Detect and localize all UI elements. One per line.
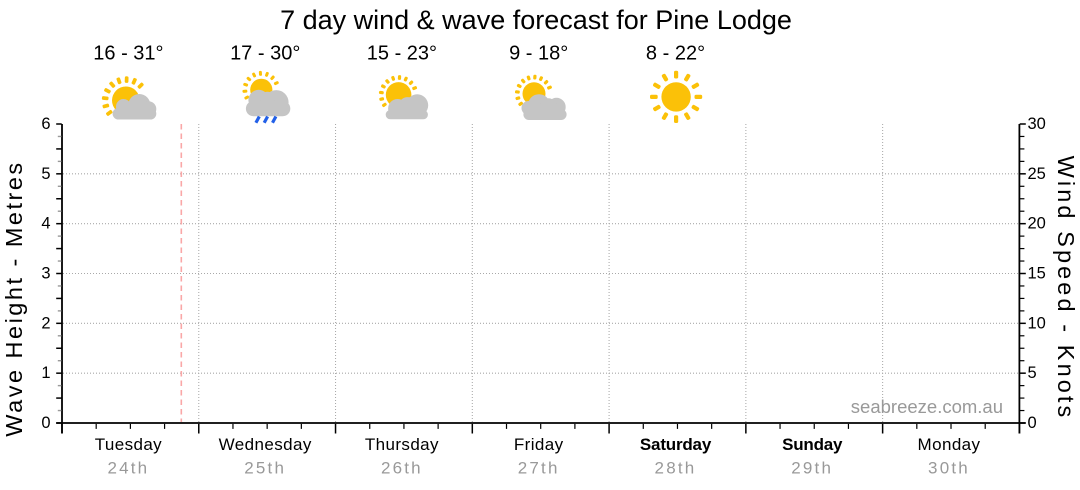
- svg-text:6: 6: [41, 115, 50, 133]
- svg-text:4: 4: [41, 215, 50, 233]
- svg-text:Sunday: Sunday: [782, 435, 843, 454]
- svg-text:30: 30: [1028, 115, 1046, 133]
- svg-text:24th: 24th: [107, 458, 149, 477]
- svg-text:15 - 23°: 15 - 23°: [367, 42, 437, 64]
- svg-text:Monday: Monday: [918, 435, 981, 454]
- svg-text:25: 25: [1028, 165, 1046, 183]
- svg-text:15: 15: [1028, 265, 1046, 283]
- svg-text:Wave Height - Metres: Wave Height - Metres: [1, 160, 27, 436]
- svg-text:26th: 26th: [381, 458, 423, 477]
- svg-text:20: 20: [1028, 215, 1046, 233]
- svg-text:17 - 30°: 17 - 30°: [230, 42, 300, 64]
- svg-text:25th: 25th: [244, 458, 286, 477]
- svg-text:16 - 31°: 16 - 31°: [93, 42, 163, 64]
- svg-text:Tuesday: Tuesday: [95, 435, 162, 454]
- svg-text:0: 0: [41, 414, 50, 432]
- svg-text:28th: 28th: [655, 458, 697, 477]
- svg-text:8 - 22°: 8 - 22°: [646, 42, 705, 64]
- svg-text:0: 0: [1028, 414, 1037, 432]
- svg-text:2: 2: [41, 314, 50, 332]
- svg-text:Wind Speed - Knots: Wind Speed - Knots: [1053, 156, 1079, 421]
- svg-text:29th: 29th: [791, 458, 833, 477]
- svg-text:Thursday: Thursday: [365, 435, 439, 454]
- svg-text:1: 1: [41, 364, 50, 382]
- svg-text:10: 10: [1028, 314, 1046, 332]
- svg-text:5: 5: [1028, 364, 1037, 382]
- svg-text:seabreeze.com.au: seabreeze.com.au: [851, 396, 1003, 417]
- svg-text:27th: 27th: [518, 458, 560, 477]
- svg-text:Friday: Friday: [514, 435, 564, 454]
- svg-text:30th: 30th: [928, 458, 970, 477]
- svg-text:9 - 18°: 9 - 18°: [509, 42, 568, 64]
- svg-text:5: 5: [41, 165, 50, 183]
- svg-text:7 day wind & wave forecast for: 7 day wind & wave forecast for Pine Lodg…: [280, 5, 792, 35]
- svg-text:Saturday: Saturday: [640, 435, 712, 454]
- svg-text:3: 3: [41, 265, 50, 283]
- svg-text:Wednesday: Wednesday: [219, 435, 312, 454]
